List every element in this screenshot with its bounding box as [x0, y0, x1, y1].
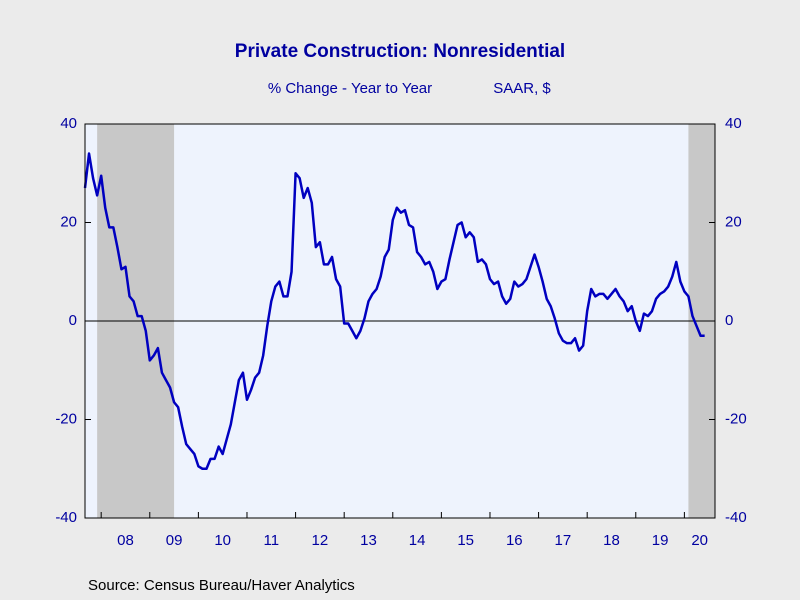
x-tick-label: 11: [263, 532, 279, 549]
y-tick-label: 20: [60, 213, 77, 230]
y-tick-label: -40: [55, 509, 77, 526]
source-note: Source: Census Bureau/Haver Analytics: [88, 577, 355, 594]
chart-subtitle-right: SAAR, $: [493, 80, 551, 97]
plot-border: [84, 123, 716, 519]
data-line: [83, 152, 705, 470]
x-tick-label: 15: [457, 532, 474, 549]
y2-tick-label: 0: [725, 312, 733, 329]
x-tick-label: 12: [312, 532, 329, 549]
chart-subtitle: % Change - Year to Year: [268, 80, 432, 97]
x-tick-label: 20: [691, 532, 708, 549]
y-tick-label: 0: [69, 312, 77, 329]
y2-tick-label: -20: [725, 410, 747, 427]
x-tick-label: 10: [214, 532, 231, 549]
x-tick-label: 14: [409, 532, 426, 549]
y-tick-label: -20: [55, 410, 77, 427]
y2-tick-label: 20: [725, 213, 742, 230]
x-tick-label: 08: [117, 532, 134, 549]
x-tick-label: 13: [360, 532, 377, 549]
y2-tick-label: -40: [725, 509, 747, 526]
x-tick-label: 09: [166, 532, 183, 549]
x-tick-label: 16: [506, 532, 523, 549]
y2-tick-label: 40: [725, 115, 742, 132]
x-tick-label: 19: [652, 532, 669, 549]
x-tick-label: 17: [555, 532, 572, 549]
y-tick-label: 40: [60, 115, 77, 132]
x-tick-label: 18: [603, 532, 620, 549]
chart-title: Private Construction: Nonresidential: [235, 41, 565, 62]
